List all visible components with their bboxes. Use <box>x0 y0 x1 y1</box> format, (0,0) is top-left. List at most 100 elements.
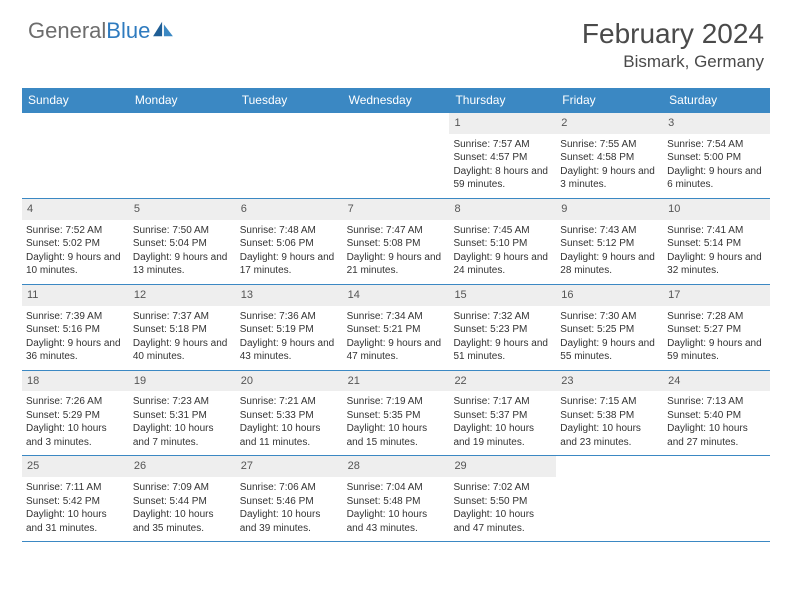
day-cell: 9 Sunrise: 7:43 AMSunset: 5:12 PMDaylight… <box>556 199 663 284</box>
day-body: Sunrise: 7:43 AMSunset: 5:12 PMDaylight:… <box>560 224 659 278</box>
day-cell: 27Sunrise: 7:06 AMSunset: 5:46 PMDayligh… <box>236 456 343 541</box>
week-row: 25Sunrise: 7:11 AMSunset: 5:42 PMDayligh… <box>22 456 770 542</box>
sunrise-line: Sunrise: 7:52 AM <box>26 224 125 238</box>
sunset-line: Sunset: 5:21 PM <box>347 323 446 337</box>
day-cell: 10Sunrise: 7:41 AMSunset: 5:14 PMDayligh… <box>663 199 770 284</box>
day-number: 8 <box>449 199 556 220</box>
day-cell: 18Sunrise: 7:26 AMSunset: 5:29 PMDayligh… <box>22 371 129 456</box>
daylight-line: Daylight: 9 hours and 3 minutes. <box>560 165 659 192</box>
day-cell: 28Sunrise: 7:04 AMSunset: 5:48 PMDayligh… <box>343 456 450 541</box>
day-cell: 12Sunrise: 7:37 AMSunset: 5:18 PMDayligh… <box>129 285 236 370</box>
daylight-line: Daylight: 10 hours and 15 minutes. <box>347 422 446 449</box>
daylight-line: Daylight: 10 hours and 11 minutes. <box>240 422 339 449</box>
daylight-line: Daylight: 9 hours and 36 minutes. <box>26 337 125 364</box>
day-cell: 14Sunrise: 7:34 AMSunset: 5:21 PMDayligh… <box>343 285 450 370</box>
sunrise-line: Sunrise: 7:37 AM <box>133 310 232 324</box>
day-cell: 16Sunrise: 7:30 AMSunset: 5:25 PMDayligh… <box>556 285 663 370</box>
sunrise-line: Sunrise: 7:19 AM <box>347 395 446 409</box>
header: GeneralBlue February 2024 Bismark, Germa… <box>0 0 792 80</box>
daylight-line: Daylight: 9 hours and 21 minutes. <box>347 251 446 278</box>
day-body: Sunrise: 7:47 AMSunset: 5:08 PMDaylight:… <box>347 224 446 278</box>
sunrise-line: Sunrise: 7:47 AM <box>347 224 446 238</box>
sunset-line: Sunset: 5:10 PM <box>453 237 552 251</box>
sunrise-line: Sunrise: 7:15 AM <box>560 395 659 409</box>
day-cell: 26Sunrise: 7:09 AMSunset: 5:44 PMDayligh… <box>129 456 236 541</box>
day-cell-empty: .. <box>129 113 236 198</box>
day-body: Sunrise: 7:21 AMSunset: 5:33 PMDaylight:… <box>240 395 339 449</box>
day-body: Sunrise: 7:45 AMSunset: 5:10 PMDaylight:… <box>453 224 552 278</box>
daylight-line: Daylight: 10 hours and 47 minutes. <box>453 508 552 535</box>
sunset-line: Sunset: 5:12 PM <box>560 237 659 251</box>
day-number: 24 <box>663 371 770 392</box>
day-body: Sunrise: 7:30 AMSunset: 5:25 PMDaylight:… <box>560 310 659 364</box>
sunrise-line: Sunrise: 7:45 AM <box>453 224 552 238</box>
day-cell-empty: .. <box>236 113 343 198</box>
day-number: 26 <box>129 456 236 477</box>
day-header-wednesday: Wednesday <box>343 88 450 112</box>
sunset-line: Sunset: 5:31 PM <box>133 409 232 423</box>
day-cell: 19Sunrise: 7:23 AMSunset: 5:31 PMDayligh… <box>129 371 236 456</box>
sunrise-line: Sunrise: 7:34 AM <box>347 310 446 324</box>
daylight-line: Daylight: 9 hours and 28 minutes. <box>560 251 659 278</box>
sunset-line: Sunset: 5:50 PM <box>453 495 552 509</box>
sunset-line: Sunset: 5:18 PM <box>133 323 232 337</box>
day-cell: 6Sunrise: 7:48 AMSunset: 5:06 PMDaylight… <box>236 199 343 284</box>
sunset-line: Sunset: 5:29 PM <box>26 409 125 423</box>
day-header-thursday: Thursday <box>449 88 556 112</box>
day-number: 23 <box>556 371 663 392</box>
day-cell: 24 Sunrise: 7:13 AMSunset: 5:40 PMDayligh… <box>663 371 770 456</box>
day-body: Sunrise: 7:06 AMSunset: 5:46 PMDaylight:… <box>240 481 339 535</box>
day-body: Sunrise: 7:02 AMSunset: 5:50 PMDaylight:… <box>453 481 552 535</box>
day-number: 10 <box>663 199 770 220</box>
day-number: 15 <box>449 285 556 306</box>
daylight-line: Daylight: 9 hours and 32 minutes. <box>667 251 766 278</box>
day-body: Sunrise: 7:11 AMSunset: 5:42 PMDaylight:… <box>26 481 125 535</box>
day-body: Sunrise: 7:26 AMSunset: 5:29 PMDaylight:… <box>26 395 125 449</box>
week-row: ........1Sunrise: 7:57 AMSunset: 4:57 PM… <box>22 112 770 199</box>
day-cell-empty: .. <box>22 113 129 198</box>
sunset-line: Sunset: 5:23 PM <box>453 323 552 337</box>
day-number: 22 <box>449 371 556 392</box>
sunrise-line: Sunrise: 7:11 AM <box>26 481 125 495</box>
day-body: Sunrise: 7:55 AMSunset: 4:58 PMDaylight:… <box>560 138 659 192</box>
day-body: Sunrise: 7:50 AMSunset: 5:04 PMDaylight:… <box>133 224 232 278</box>
sunrise-line: Sunrise: 7:13 AM <box>667 395 766 409</box>
day-body: Sunrise: 7:13 AMSunset: 5:40 PMDaylight:… <box>667 395 766 449</box>
day-number: 29 <box>449 456 556 477</box>
daylight-line: Daylight: 10 hours and 27 minutes. <box>667 422 766 449</box>
sunset-line: Sunset: 5:37 PM <box>453 409 552 423</box>
day-cell: 15 Sunrise: 7:32 AMSunset: 5:23 PMDayligh… <box>449 285 556 370</box>
daylight-line: Daylight: 10 hours and 23 minutes. <box>560 422 659 449</box>
day-cell: 17Sunrise: 7:28 AMSunset: 5:27 PMDayligh… <box>663 285 770 370</box>
week-row: 11Sunrise: 7:39 AMSunset: 5:16 PMDayligh… <box>22 285 770 371</box>
day-cell: 2Sunrise: 7:55 AMSunset: 4:58 PMDaylight… <box>556 113 663 198</box>
sunset-line: Sunset: 5:19 PM <box>240 323 339 337</box>
daylight-line: Daylight: 10 hours and 7 minutes. <box>133 422 232 449</box>
sunset-line: Sunset: 5:38 PM <box>560 409 659 423</box>
daylight-line: Daylight: 9 hours and 59 minutes. <box>667 337 766 364</box>
day-number: 3 <box>663 113 770 134</box>
daylight-line: Daylight: 9 hours and 55 minutes. <box>560 337 659 364</box>
day-header-monday: Monday <box>129 88 236 112</box>
daylight-line: Daylight: 9 hours and 13 minutes. <box>133 251 232 278</box>
day-body: Sunrise: 7:19 AMSunset: 5:35 PMDaylight:… <box>347 395 446 449</box>
daylight-line: Daylight: 9 hours and 6 minutes. <box>667 165 766 192</box>
day-cell: 3Sunrise: 7:54 AMSunset: 5:00 PMDaylight… <box>663 113 770 198</box>
day-body: Sunrise: 7:23 AMSunset: 5:31 PMDaylight:… <box>133 395 232 449</box>
day-number: 9 <box>556 199 663 220</box>
sunset-line: Sunset: 5:06 PM <box>240 237 339 251</box>
logo-text-blue: Blue <box>106 18 150 43</box>
day-number: 5 <box>129 199 236 220</box>
day-number: 13 <box>236 285 343 306</box>
day-body: Sunrise: 7:04 AMSunset: 5:48 PMDaylight:… <box>347 481 446 535</box>
sunset-line: Sunset: 5:40 PM <box>667 409 766 423</box>
day-number: 4 <box>22 199 129 220</box>
day-cell-empty: .. <box>343 113 450 198</box>
location-label: Bismark, Germany <box>582 52 764 72</box>
day-body: Sunrise: 7:32 AMSunset: 5:23 PMDaylight:… <box>453 310 552 364</box>
sunrise-line: Sunrise: 7:39 AM <box>26 310 125 324</box>
day-cell: 23 Sunrise: 7:15 AMSunset: 5:38 PMDayligh… <box>556 371 663 456</box>
sunset-line: Sunset: 5:08 PM <box>347 237 446 251</box>
sunset-line: Sunset: 5:48 PM <box>347 495 446 509</box>
day-cell: 5 Sunrise: 7:50 AMSunset: 5:04 PMDaylight… <box>129 199 236 284</box>
